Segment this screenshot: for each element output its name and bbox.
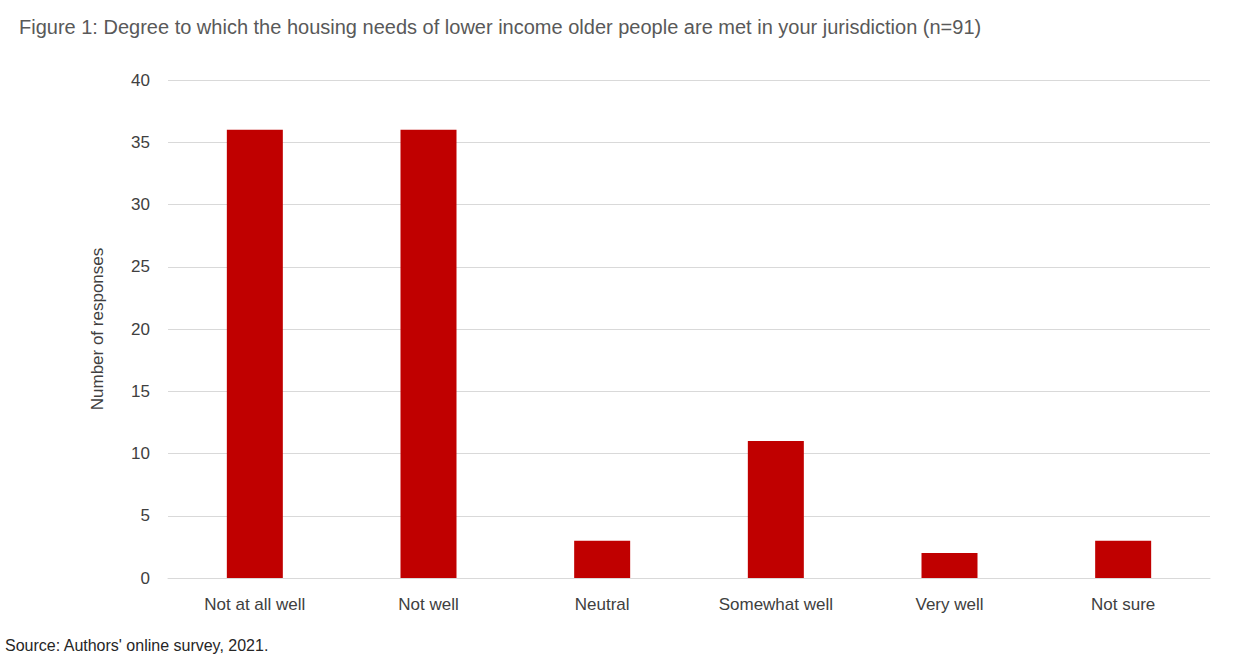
svg-text:Source: Authors' online survey: Source: Authors' online survey, 2021. xyxy=(5,637,268,654)
svg-text:10: 10 xyxy=(131,444,150,463)
svg-text:Figure 1: Degree to which the: Figure 1: Degree to which the housing ne… xyxy=(19,16,981,38)
svg-text:0: 0 xyxy=(141,569,150,588)
svg-text:15: 15 xyxy=(131,382,150,401)
svg-text:Not well: Not well xyxy=(398,595,458,614)
svg-text:30: 30 xyxy=(131,195,150,214)
svg-text:5: 5 xyxy=(141,506,150,525)
svg-text:Somewhat well: Somewhat well xyxy=(719,595,833,614)
svg-text:35: 35 xyxy=(131,133,150,152)
svg-text:Not sure: Not sure xyxy=(1091,595,1155,614)
svg-text:20: 20 xyxy=(131,320,150,339)
svg-text:Neutral: Neutral xyxy=(575,595,630,614)
svg-text:25: 25 xyxy=(131,257,150,276)
svg-text:40: 40 xyxy=(131,71,150,90)
svg-text:Very well: Very well xyxy=(915,595,983,614)
svg-text:Not at all well: Not at all well xyxy=(204,595,305,614)
svg-text:Number of responses: Number of responses xyxy=(88,248,107,411)
